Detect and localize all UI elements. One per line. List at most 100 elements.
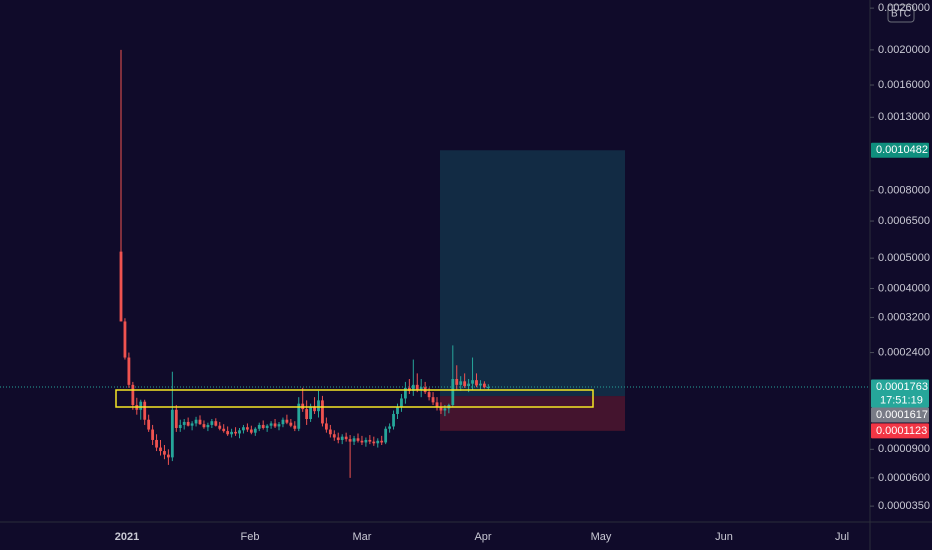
candle-body [194, 419, 198, 424]
candle-body [246, 427, 249, 430]
x-tick-label: Jun [715, 531, 733, 543]
candle-body [119, 251, 123, 322]
y-tick-label: 0.0002400 [878, 346, 930, 358]
candle-body [139, 401, 143, 410]
candle-body [218, 425, 222, 429]
candle-body [163, 451, 166, 455]
x-tick-label: Apr [474, 531, 491, 543]
candle-body [222, 428, 226, 432]
target-zone [440, 150, 625, 397]
candle-body [479, 383, 482, 386]
candle-body [356, 438, 360, 441]
candle-body [404, 387, 407, 399]
candle-body [305, 409, 309, 419]
y-tick-label: 0.0006500 [878, 215, 930, 227]
candle-body [198, 419, 202, 425]
y-tick-label: 0.0026000 [878, 2, 930, 14]
candle-body [265, 425, 269, 428]
y-tick-label: 0.0013000 [878, 111, 930, 123]
price-label-box [871, 379, 929, 408]
y-tick-label: 0.0016000 [878, 79, 930, 91]
plot-area [0, 49, 870, 478]
x-tick-label: Mar [353, 531, 372, 543]
candle-body [159, 447, 162, 452]
candle-body [364, 439, 368, 443]
candle-body [170, 409, 174, 458]
y-tick-label: 0.0005000 [878, 252, 930, 264]
candle-body [427, 392, 431, 398]
candle-body [483, 383, 486, 388]
candle-body [344, 436, 348, 440]
candle-body [277, 424, 281, 427]
candle-body [459, 381, 463, 385]
price-label-box [871, 423, 929, 439]
y-tick-label: 0.0003200 [878, 311, 930, 323]
candle-body [289, 422, 293, 426]
y-tick-label: 0.0000600 [878, 472, 930, 484]
candle-body [249, 429, 253, 433]
candle-body [411, 384, 415, 391]
candle-body [234, 431, 237, 434]
candle-body [388, 426, 391, 429]
candle-body [127, 357, 131, 385]
candle-body [151, 429, 154, 440]
candle-body [269, 423, 273, 426]
candle-body [443, 408, 447, 411]
candle-body [384, 428, 388, 443]
candle-body [317, 400, 320, 412]
candle-body [325, 423, 328, 430]
candle-body [147, 419, 151, 430]
candle-body [178, 424, 182, 428]
candle-body [471, 380, 474, 384]
x-tick-label: May [591, 531, 612, 543]
candle-body [486, 387, 490, 389]
candle-body [352, 438, 356, 442]
currency-label: BTC [891, 9, 911, 20]
candle-body [376, 440, 380, 444]
price-label: 0.0001763 [876, 381, 928, 393]
candle-body [309, 406, 312, 419]
candle-body [202, 424, 206, 428]
candle-body [396, 407, 399, 414]
candle-body [273, 423, 277, 427]
stop-zone [440, 396, 625, 431]
candle-body [210, 421, 214, 425]
countdown-label: 17:51:19 [880, 394, 923, 406]
price-label-box [871, 407, 929, 423]
candle-body [143, 401, 147, 420]
candle-body [360, 440, 364, 443]
candle-body [190, 423, 194, 426]
candle-body [281, 419, 285, 425]
x-tick-label: Jul [835, 531, 849, 543]
candle-body [455, 379, 459, 385]
candle-body [155, 439, 158, 448]
candle-body [297, 403, 301, 429]
y-tick-label: 0.0004000 [878, 282, 930, 294]
candle-body [415, 384, 419, 390]
candle-body [328, 429, 332, 435]
candle-body [431, 397, 435, 403]
candle-body [439, 407, 443, 411]
currency-badge[interactable] [887, 4, 915, 23]
price-label: 0.0010482 [876, 144, 928, 156]
candle-body [174, 409, 178, 428]
candle-body [123, 321, 127, 358]
x-tick-label: Feb [241, 531, 260, 543]
candle-body [238, 430, 241, 434]
candle-body [419, 387, 423, 390]
candle-body [321, 400, 324, 424]
y-tick-label: 0.0020000 [878, 44, 930, 56]
candle-body [206, 424, 210, 428]
candle-body [186, 421, 190, 426]
x-tick-label: 2021 [115, 531, 139, 543]
candle-body [214, 421, 218, 426]
candle-body [463, 381, 467, 387]
support-zone [115, 389, 594, 408]
y-tick-label: 0.0008000 [878, 185, 930, 197]
candle-body [336, 437, 340, 440]
candle-body [451, 379, 455, 406]
candle-body [475, 380, 478, 386]
candle-body [348, 439, 352, 442]
candle-body [230, 431, 233, 435]
